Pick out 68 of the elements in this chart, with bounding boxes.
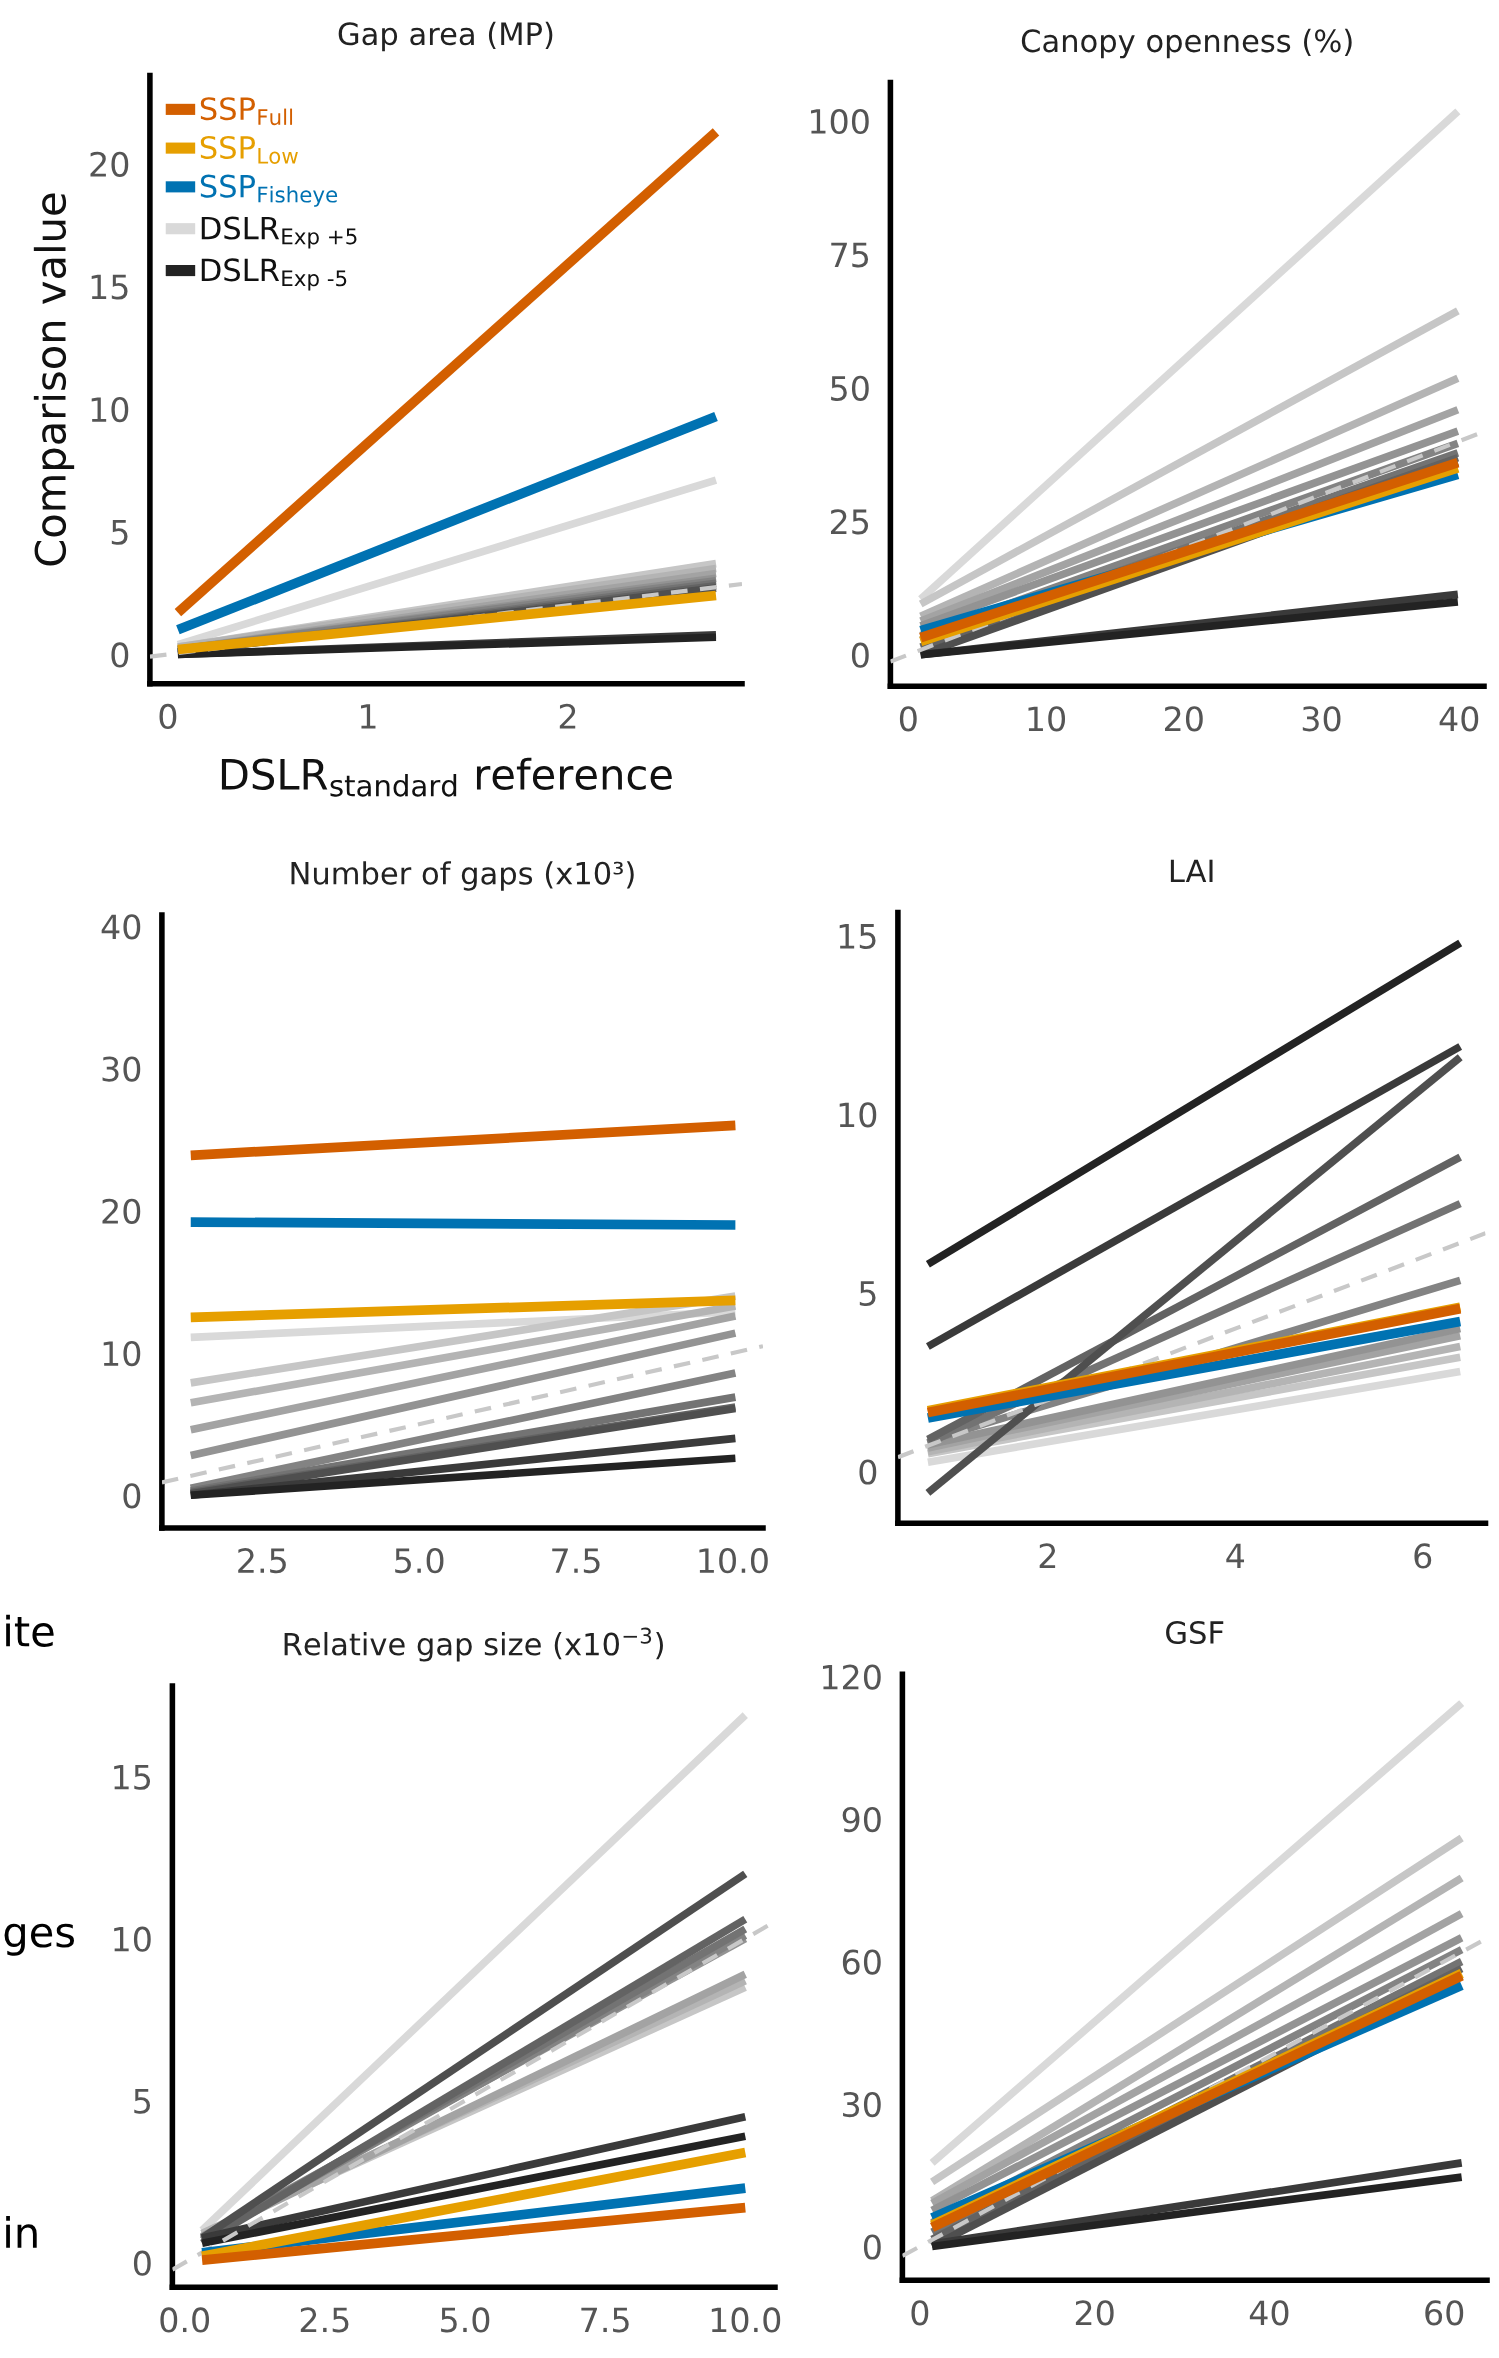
y-axis-title: Comparison value	[33, 193, 75, 566]
y-tick-label: 0	[859, 1459, 877, 1485]
y-tick-label: 5	[134, 2089, 151, 2114]
y-tick-label: 30	[102, 1056, 141, 1082]
y-tick-label: 40	[101, 914, 141, 940]
x-tick-label: 0	[911, 2300, 929, 2326]
y-tick-label: 25	[830, 509, 869, 535]
text: ges	[4, 1923, 75, 1956]
chart-title: Number of gaps (x10³)	[291, 861, 634, 891]
y-tick-label: 20	[102, 1198, 141, 1224]
x-tick-label: 60	[1425, 2300, 1464, 2326]
x-tick-label: 2	[559, 703, 576, 729]
y-tick-label: 5	[859, 1281, 876, 1307]
legend-label: SSP$_{Fisheye}$	[200, 174, 338, 207]
y-tick-label: 0	[123, 1483, 141, 1509]
x-tick-label: 0	[159, 703, 177, 730]
y-tick-label: 120	[822, 1664, 881, 1690]
y-tick-label: 100	[811, 108, 869, 135]
x-tick-label: 1	[361, 704, 376, 729]
y-tick-label: 15	[114, 1765, 151, 1790]
y-tick-label: 5	[111, 520, 128, 545]
chart-title: GSF	[1166, 1620, 1224, 1645]
chart-title: LAI	[1170, 859, 1213, 882]
y-tick-label: 90	[842, 1806, 881, 1833]
text: ite	[6, 1614, 54, 1647]
x-tick-label: 10.0	[711, 2307, 781, 2333]
x-tick-label: 20	[1165, 706, 1203, 732]
x-tick-label: 2.5	[300, 2307, 349, 2333]
x-tick-label: 30	[1302, 706, 1341, 732]
y-tick-label: 0	[111, 642, 129, 668]
x-tick-label: 0	[899, 706, 917, 732]
x-tick-label: 5.0	[441, 2307, 490, 2333]
chart-title: Relative gap size (x10$^{−3}$)	[284, 1627, 663, 1662]
x-tick-label: 0.0	[160, 2307, 210, 2333]
y-tick-label: 15	[839, 924, 876, 949]
x-tick-label: 10	[1028, 706, 1066, 732]
x-tick-label: 2.5	[238, 1548, 286, 1574]
y-tick-label: 50	[831, 375, 869, 401]
x-tick-label: 40	[1439, 706, 1479, 732]
y-tick-label: 10	[839, 1102, 877, 1128]
x-tick-label: 5.0	[395, 1548, 444, 1574]
text: in	[6, 2215, 37, 2248]
y-tick-label: 10	[114, 1926, 151, 1952]
y-tick-label: 0	[863, 2234, 881, 2260]
y-tick-label: 60	[842, 1949, 881, 1975]
y-tick-label: 10	[91, 397, 129, 423]
y-tick-label: 30	[843, 2091, 881, 2118]
x-tick-label: 10.0	[699, 1548, 768, 1574]
y-tick-label: 10	[103, 1340, 141, 1367]
x-tick-label: 20	[1075, 2300, 1114, 2326]
y-tick-label: 75	[831, 242, 869, 268]
x-axis-title: DSLR$_{standard}$ reference	[221, 757, 672, 797]
legend-label: DSLR$_{Exp +5}$	[201, 216, 357, 249]
y-tick-label: 20	[90, 151, 129, 177]
x-tick-label: 40	[1249, 2300, 1289, 2326]
x-tick-label: 7.5	[552, 1548, 600, 1574]
y-tick-label: 0	[133, 2250, 151, 2276]
legend-label: SSP$_{Full}$	[200, 97, 293, 126]
y-tick-label: 15	[91, 274, 128, 300]
x-tick-label: 6	[1414, 1543, 1432, 1569]
legend-label: SSP$_{Low}$	[200, 135, 298, 164]
x-tick-label: 2	[1039, 1543, 1056, 1569]
x-tick-label: 4	[1226, 1543, 1245, 1569]
x-tick-label: 7.5	[581, 2307, 629, 2333]
legend-label: DSLR$_{Exp -5}$	[201, 258, 347, 291]
chart-title: Canopy openness (%)	[1021, 28, 1352, 59]
chart-title: Gap area (MP)	[338, 21, 553, 52]
y-tick-label: 0	[851, 642, 869, 668]
